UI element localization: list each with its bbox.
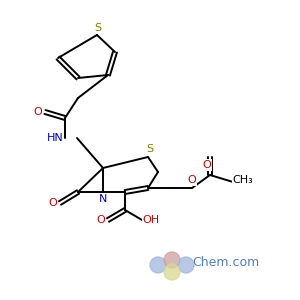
Text: O: O [49, 198, 57, 208]
Text: O: O [97, 215, 105, 225]
Text: CH₃: CH₃ [232, 175, 254, 185]
Text: HN: HN [46, 133, 63, 143]
Text: N: N [99, 194, 107, 204]
Circle shape [164, 252, 180, 268]
Text: S: S [94, 23, 102, 33]
Text: O: O [34, 107, 42, 117]
Circle shape [164, 264, 180, 280]
Text: OH: OH [142, 215, 160, 225]
Circle shape [150, 257, 166, 273]
Text: O: O [202, 160, 211, 170]
Text: Chem.com: Chem.com [192, 256, 259, 269]
Circle shape [178, 257, 194, 273]
Text: S: S [146, 144, 154, 154]
Text: O: O [188, 175, 196, 185]
